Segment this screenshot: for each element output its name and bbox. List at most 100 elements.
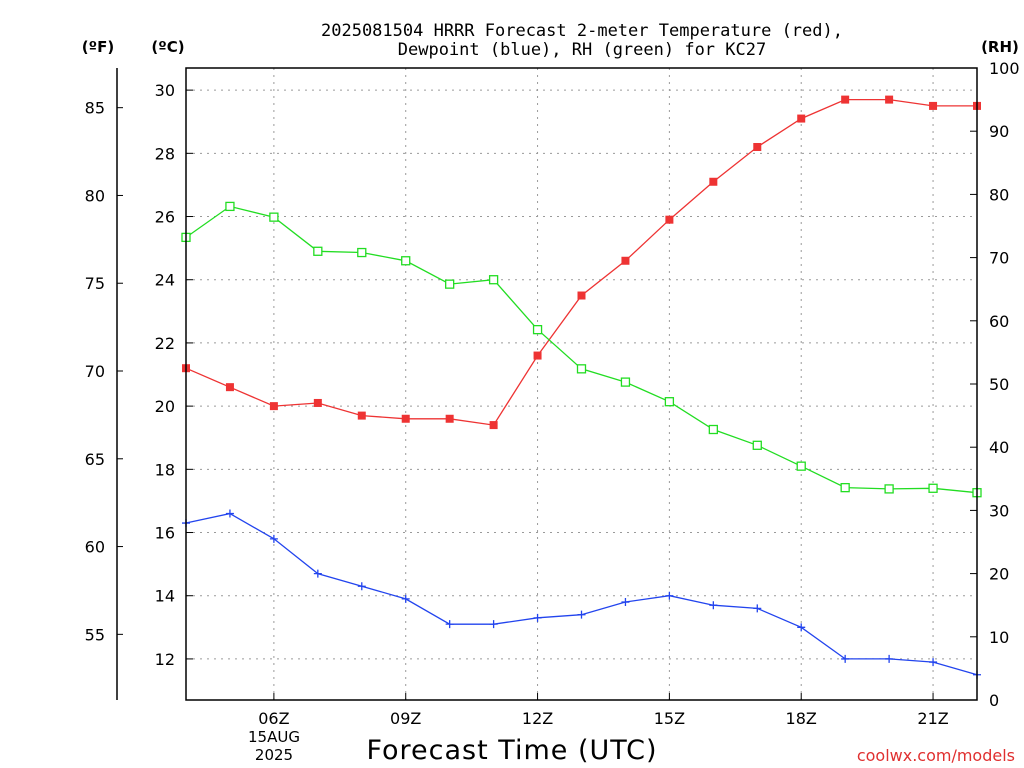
rh-point xyxy=(796,461,806,471)
dewpoint-point xyxy=(445,620,454,629)
rh-line xyxy=(185,205,978,494)
temperature-point xyxy=(797,114,806,123)
dewpoint-point xyxy=(577,610,586,619)
rh-tick-label: 70 xyxy=(989,249,1009,268)
dewpoint-point xyxy=(797,623,806,632)
fahrenheit-unit-label: (ºF) xyxy=(82,38,114,56)
rh-point xyxy=(532,324,543,335)
temperature-point xyxy=(401,414,410,423)
temperature-point xyxy=(841,95,850,104)
dewpoint-point xyxy=(269,534,278,543)
x-tick-label: 06Z xyxy=(258,709,289,728)
x-tick-label: 21Z xyxy=(917,709,948,728)
plot-frame xyxy=(185,67,978,701)
x-tick-label: 09Z xyxy=(390,709,421,728)
axes: 12 14 16 18 20 22 24 26 28 30 06Z 09Z 12Z 15Z 18Z 21Z 55… xyxy=(85,59,1020,728)
date-day-label: 15AUG xyxy=(248,728,300,746)
rh-point xyxy=(576,364,587,374)
fahrenheit-tick-label: 55 xyxy=(85,625,105,644)
rh-tick-label: 0 xyxy=(989,691,999,710)
dewpoint-point xyxy=(225,509,234,518)
rh-tick-label: 40 xyxy=(989,438,1009,457)
grid xyxy=(186,68,977,700)
dewpoint-point xyxy=(841,654,850,663)
dewpoint-point xyxy=(665,591,674,600)
temperature-point xyxy=(269,402,278,411)
rh-tick-label: 30 xyxy=(989,501,1009,520)
temperature-point xyxy=(357,411,366,420)
rh-point xyxy=(884,484,894,494)
dewpoint-point xyxy=(621,598,630,607)
rh-point xyxy=(928,483,938,493)
rh-point xyxy=(401,256,411,266)
temperature-point xyxy=(577,291,586,300)
temperature-point xyxy=(533,351,542,360)
fahrenheit-tick-label: 85 xyxy=(85,99,105,118)
celsius-tick-label: 22 xyxy=(155,334,175,353)
temperature-point xyxy=(709,177,718,186)
temperature-point xyxy=(489,421,498,430)
temperature-point xyxy=(753,143,762,151)
rh-tick-label: 20 xyxy=(989,565,1009,584)
rh-point xyxy=(225,201,235,212)
rh-tick-label: 10 xyxy=(989,628,1009,647)
rh-tick-label: 50 xyxy=(989,375,1009,394)
temperature-point xyxy=(885,95,894,104)
rh-unit-label: (RH) xyxy=(981,38,1019,56)
celsius-tick-label: 14 xyxy=(155,587,175,606)
temperature-point xyxy=(225,383,234,392)
dewpoint-line xyxy=(185,512,978,676)
celsius-tick-label: 12 xyxy=(155,650,175,669)
rh-point xyxy=(488,275,499,285)
fahrenheit-tick-label: 70 xyxy=(85,362,105,381)
celsius-unit-label: (ºC) xyxy=(151,38,184,56)
rh-point xyxy=(752,440,762,450)
chart-title-line-2: Dewpoint (blue), RH (green) for KC27 xyxy=(398,40,766,60)
rh-tick-label: 100 xyxy=(989,59,1020,78)
dewpoint-point xyxy=(885,654,894,663)
rh-point xyxy=(620,377,631,387)
temperature-line xyxy=(185,98,977,426)
rh-point xyxy=(357,247,367,258)
celsius-tick-label: 30 xyxy=(155,81,175,100)
temperature-point xyxy=(621,256,630,265)
temperature-point xyxy=(665,215,674,224)
rh-point xyxy=(269,212,279,222)
temperature-point xyxy=(313,398,322,407)
celsius-tick-label: 20 xyxy=(155,397,175,416)
date-year-label: 2025 xyxy=(255,746,293,764)
rh-tick-label: 60 xyxy=(989,312,1009,331)
series-layer xyxy=(181,95,982,679)
rh-tick-label: 80 xyxy=(989,185,1009,204)
rh-tick-label: 90 xyxy=(989,122,1009,141)
dewpoint-point xyxy=(709,601,718,610)
temperature-point xyxy=(445,414,454,423)
dewpoint-point xyxy=(929,658,938,667)
celsius-tick-label: 16 xyxy=(155,524,175,543)
x-tick-label: 12Z xyxy=(522,709,553,728)
dewpoint-point xyxy=(489,620,498,629)
rh-point xyxy=(840,482,850,493)
celsius-tick-label: 28 xyxy=(155,144,175,163)
rh-point xyxy=(313,246,323,256)
x-tick-label: 15Z xyxy=(654,709,685,728)
rh-point xyxy=(664,397,675,407)
fahrenheit-tick-label: 65 xyxy=(85,450,105,469)
site-credit: coolwx.com/models xyxy=(857,746,1015,765)
fahrenheit-tick-label: 60 xyxy=(85,538,105,557)
dewpoint-point xyxy=(357,582,366,591)
fahrenheit-tick-label: 75 xyxy=(85,274,105,293)
fahrenheit-tick-label: 80 xyxy=(85,186,105,205)
dewpoint-point xyxy=(313,569,322,578)
celsius-tick-label: 24 xyxy=(155,271,175,290)
celsius-tick-label: 18 xyxy=(155,460,175,479)
celsius-tick-label: 26 xyxy=(155,208,175,227)
x-tick-label: 18Z xyxy=(786,709,817,728)
dewpoint-point xyxy=(753,604,762,613)
x-axis-title: Forecast Time (UTC) xyxy=(366,735,657,766)
rh-point xyxy=(708,424,718,435)
dewpoint-point xyxy=(401,594,410,603)
rh-point xyxy=(445,279,455,289)
dewpoint-point xyxy=(533,613,542,622)
